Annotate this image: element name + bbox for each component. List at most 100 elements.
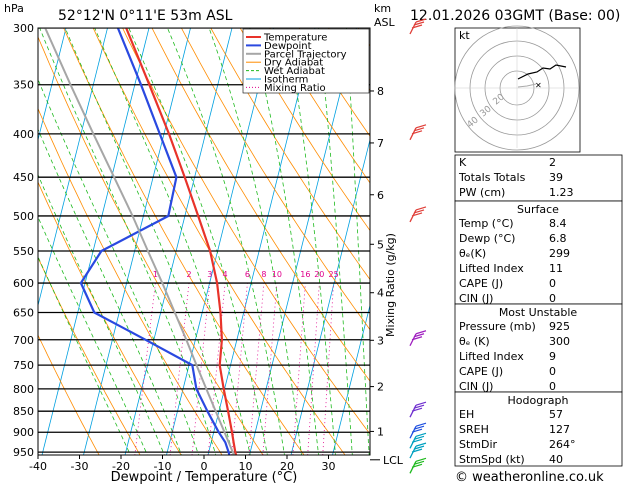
x-tick-label: 0: [201, 460, 208, 473]
pressure-tick-label: 950: [13, 446, 34, 459]
x-tick-label: 30: [322, 460, 336, 473]
wind-barb-feather: [411, 212, 423, 217]
legend-label: Wet Adiabat: [264, 66, 325, 77]
km-tick-label: 5: [377, 238, 384, 251]
mixing-ratio-label: 1: [153, 270, 158, 279]
most-unstable-row-label: Lifted Index: [459, 350, 524, 363]
wind-barb-feather: [415, 330, 427, 335]
pressure-tick-label: 900: [13, 426, 34, 439]
mixing-ratio-label: 6: [245, 270, 250, 279]
pressure-tick-label: 600: [13, 277, 34, 290]
wind-barb-feather: [413, 21, 425, 26]
wind-barb-feather: [413, 333, 425, 338]
mixing-ratio-label: 20: [314, 270, 324, 279]
surface-row-label: CIN (J): [459, 292, 493, 305]
surface-box: [454, 200, 623, 305]
wet-adiabat-line: [128, 28, 268, 455]
hodograph-row-value: 57: [549, 408, 563, 421]
hodograph-trace-storm: [517, 83, 537, 88]
isotherm-line: [332, 303, 370, 455]
wind-barb-feather: [411, 130, 423, 135]
isotherm-line: [290, 138, 370, 455]
mixing-ratio-line: [322, 283, 334, 455]
pw-value: 1.23: [549, 186, 574, 199]
most-unstable-row-value: 925: [549, 320, 570, 333]
wind-barb-feather: [415, 422, 427, 427]
wet-adiabat-line: [346, 28, 370, 455]
series-line-temperature: [125, 28, 238, 455]
wind-barb-feather: [413, 435, 425, 440]
mixing-ratio-label: 2: [186, 270, 191, 279]
indices-box: [454, 154, 623, 202]
wind-barb-feather: [415, 206, 427, 211]
wet-adiabat-line: [249, 28, 319, 455]
wet-adiabat-line: [38, 78, 200, 455]
wet-adiabat-line: [38, 255, 131, 455]
most-unstable-box: [454, 303, 623, 393]
indices-table: K 2 Totals Totals 39 PW (cm) 1.23: [454, 154, 623, 202]
x-tick-label: -40: [29, 460, 47, 473]
series-line-dewpoint: [79, 28, 231, 455]
km-axis: 1 2 3 4 5 6 7 8 LCL: [370, 85, 404, 467]
hodograph-table: Hodograph EH 57 SREH 127 StmDir 264° StmSpd (k…: [454, 391, 623, 467]
surface-row-value: 0: [549, 292, 556, 305]
legend-box: [242, 28, 370, 94]
wind-barb-feather: [413, 127, 425, 132]
legend-label: Temperature: [263, 33, 327, 44]
pressure-tick-label: 800: [13, 383, 34, 396]
wind-barb-feather: [413, 404, 425, 409]
wet-adiabat-line: [64, 28, 234, 455]
pressure-tick-label: 450: [13, 171, 34, 184]
legend-label: Dewpoint: [264, 41, 312, 52]
surface-title: Surface: [517, 203, 559, 216]
pressure-tick-label: 700: [13, 334, 34, 347]
isotherm-line: [38, 28, 108, 308]
x-tick-label: -10: [154, 460, 172, 473]
surface-table: Surface Temp (°C) 8.4 Dewp (°C) 6.8 θₑ(K) 299…: [454, 200, 623, 305]
most-unstable-row-value: 0: [549, 365, 556, 378]
hodograph-row-value: 40: [549, 453, 563, 466]
legend-label: Dry Adiabat: [264, 58, 323, 69]
km-tick-label: 2: [377, 381, 384, 394]
pressure-tick-label: 750: [13, 359, 34, 372]
tt-value: 39: [549, 171, 563, 184]
mixing-ratio-line: [292, 283, 306, 455]
k-label: K: [459, 156, 467, 169]
wet-adiabat-line: [318, 28, 353, 455]
km-unit: km: [374, 2, 391, 15]
hodograph: kt 40 30 20 ✕: [454, 25, 581, 153]
pressure-tick-label: 350: [13, 79, 34, 92]
datetime-title: 12.01.2026 03GMT (Base: 00): [410, 8, 620, 24]
legend-label: Mixing Ratio: [264, 83, 326, 94]
pressure-tick-label: 500: [13, 210, 34, 223]
most-unstable-row-label: CAPE (J): [459, 365, 503, 378]
wind-barb-feather: [411, 24, 423, 29]
wet-adiabat-line: [39, 28, 217, 455]
k-value: 2: [549, 156, 556, 169]
wind-barb-feather: [411, 336, 423, 341]
pressure-tick-label: 400: [13, 128, 34, 141]
mixing-ratio-label: 3: [207, 270, 212, 279]
km-tick-label: 7: [377, 137, 384, 150]
legend-label: Parcel Trajectory: [264, 49, 347, 60]
mixing-ratio-label: 25: [329, 270, 339, 279]
hodograph-unit: kt: [459, 29, 470, 42]
legend-label: Isotherm: [264, 75, 308, 86]
wet-adiabat-line: [38, 128, 182, 455]
profile-lines: [44, 28, 238, 455]
mixing-ratio-line: [307, 283, 320, 455]
hodograph-row-value: 264°: [549, 438, 576, 451]
wind-barb-feather: [415, 457, 427, 462]
x-tick-label: -30: [71, 460, 89, 473]
hodograph-table-box: [454, 391, 623, 467]
hodograph-frame: [454, 27, 581, 153]
surface-row-label: Dewp (°C): [459, 232, 515, 245]
wind-barb-feather: [413, 460, 425, 465]
hodograph-row-label: SREH: [459, 423, 489, 436]
wind-barb-feather: [413, 445, 425, 450]
pressure-tick-label: 550: [13, 245, 34, 258]
hodograph-row-label: EH: [459, 408, 474, 421]
surface-row-label: CAPE (J): [459, 277, 503, 290]
